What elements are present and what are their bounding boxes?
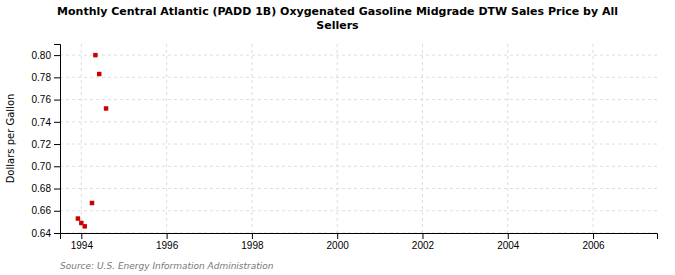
grid-line-x: [422, 44, 423, 233]
point: [93, 53, 97, 57]
grid-line-y: [60, 55, 657, 56]
y-axis-tick: 0.78: [32, 72, 60, 83]
x-axis-tick: 1994: [71, 233, 94, 251]
y-axis-tick: 0.66: [32, 205, 60, 216]
y-axis-tick-mark: [54, 55, 60, 56]
grid-line-y: [60, 77, 657, 78]
grid-line-y: [60, 121, 657, 122]
y-axis-tick-label: 0.74: [32, 117, 52, 128]
x-axis-tick-mark: [508, 233, 509, 239]
x-axis-tick-label: 2006: [582, 240, 605, 251]
x-axis-tick-label: 1998: [241, 240, 264, 251]
x-axis-tick: 2004: [497, 233, 520, 251]
title-line: Sellers: [316, 19, 359, 32]
x-axis-tick-mark: [81, 233, 82, 239]
y-axis-tick: 0.68: [32, 183, 60, 194]
point: [90, 201, 94, 205]
x-axis-tick: 2000: [327, 233, 350, 251]
x-axis-tick-mark: [167, 233, 168, 239]
grid-line-x: [593, 44, 594, 233]
y-axis-tick-mark: [54, 189, 60, 190]
x-axis-tick: 1996: [156, 233, 179, 251]
point: [82, 224, 86, 228]
x-axis-tick-label: 1994: [71, 240, 94, 251]
x-axis-tick-label: 2000: [327, 240, 350, 251]
x-axis-tick-label: 1996: [156, 240, 179, 251]
annotation: Source: U.S. Energy Information Administ…: [60, 261, 274, 271]
x-axis-tick: 2006: [582, 233, 605, 251]
y-axis-tick-mark: [54, 166, 60, 167]
point: [97, 72, 101, 76]
x-axis-tick-mark: [337, 233, 338, 239]
grid: [60, 44, 657, 233]
plot-area: 1994 1996 1998 2000 2002 2004 2006 0.64 0.66 0.68…: [32, 44, 658, 251]
grid-line-y: [60, 210, 657, 211]
y-axis-tick: 0.76: [32, 94, 60, 105]
y-axis-tick-label: 0.64: [32, 228, 52, 239]
y-axis-tick: 0.74: [32, 117, 60, 128]
y-axis-tick-mark: [54, 122, 60, 123]
grid-line-x: [166, 44, 167, 233]
chart-container: 1994 1996 1998 2000 2002 2004 2006 0.64 0.66 0.68…: [0, 0, 675, 275]
marks: [76, 53, 109, 229]
x-axis: 1994 1996 1998 2000 2002 2004 2006: [61, 233, 658, 251]
grid-line-x: [251, 44, 252, 233]
y-axis-tick-label: 0.66: [32, 205, 52, 216]
y-axis-title: Dollars per Gallon: [5, 94, 16, 184]
y-axis-tick: 0.80: [32, 50, 60, 61]
title: Monthly Central Atlantic (PADD 1B) Oxyge…: [57, 5, 618, 32]
y-axis-tick-mark: [54, 77, 60, 78]
y-axis-tick-mark: [54, 100, 60, 101]
x-axis-tick-mark: [252, 233, 253, 239]
grid-line-y: [60, 188, 657, 189]
point: [76, 216, 80, 220]
x-axis-tick-label: 2004: [497, 240, 520, 251]
y-axis-line: [54, 45, 61, 234]
y-axis-tick: 0.70: [32, 161, 60, 172]
y-axis-tick-label: 0.72: [32, 139, 52, 150]
y-axis-tick-label: 0.68: [32, 183, 52, 194]
y-axis-tick-mark: [54, 144, 60, 145]
grid-line-x: [81, 44, 82, 233]
y-axis-tick-mark: [54, 211, 60, 212]
y-axis-tick-label: 0.76: [32, 94, 52, 105]
y-axis-tick-label: 0.70: [32, 161, 52, 172]
title-line: Monthly Central Atlantic (PADD 1B) Oxyge…: [57, 5, 618, 18]
x-axis-tick: 1998: [241, 233, 264, 251]
point: [104, 106, 108, 110]
grid-line-y: [60, 166, 657, 167]
grid-line-x: [507, 44, 508, 233]
chart-svg: 1994 1996 1998 2000 2002 2004 2006 0.64 0.66 0.68…: [0, 0, 675, 275]
x-axis-line: [61, 234, 658, 240]
y-axis: 0.64 0.66 0.68 0.70 0.72 0.74 0.76 0.78 0.80: [32, 45, 61, 239]
y-axis-tick: 0.64: [32, 228, 60, 239]
x-axis-tick-mark: [593, 233, 594, 239]
grid-line-x: [337, 44, 338, 233]
y-axis-tick: 0.72: [32, 139, 60, 150]
x-axis-tick-label: 2002: [412, 240, 435, 251]
grid-line-y: [60, 99, 657, 100]
y-axis-tick-label: 0.80: [32, 50, 52, 61]
x-axis-tick-mark: [422, 233, 423, 239]
y-axis-tick-mark: [54, 233, 60, 234]
y-axis-tick-label: 0.78: [32, 72, 52, 83]
grid-line-y: [60, 144, 657, 145]
x-axis-tick: 2002: [412, 233, 435, 251]
